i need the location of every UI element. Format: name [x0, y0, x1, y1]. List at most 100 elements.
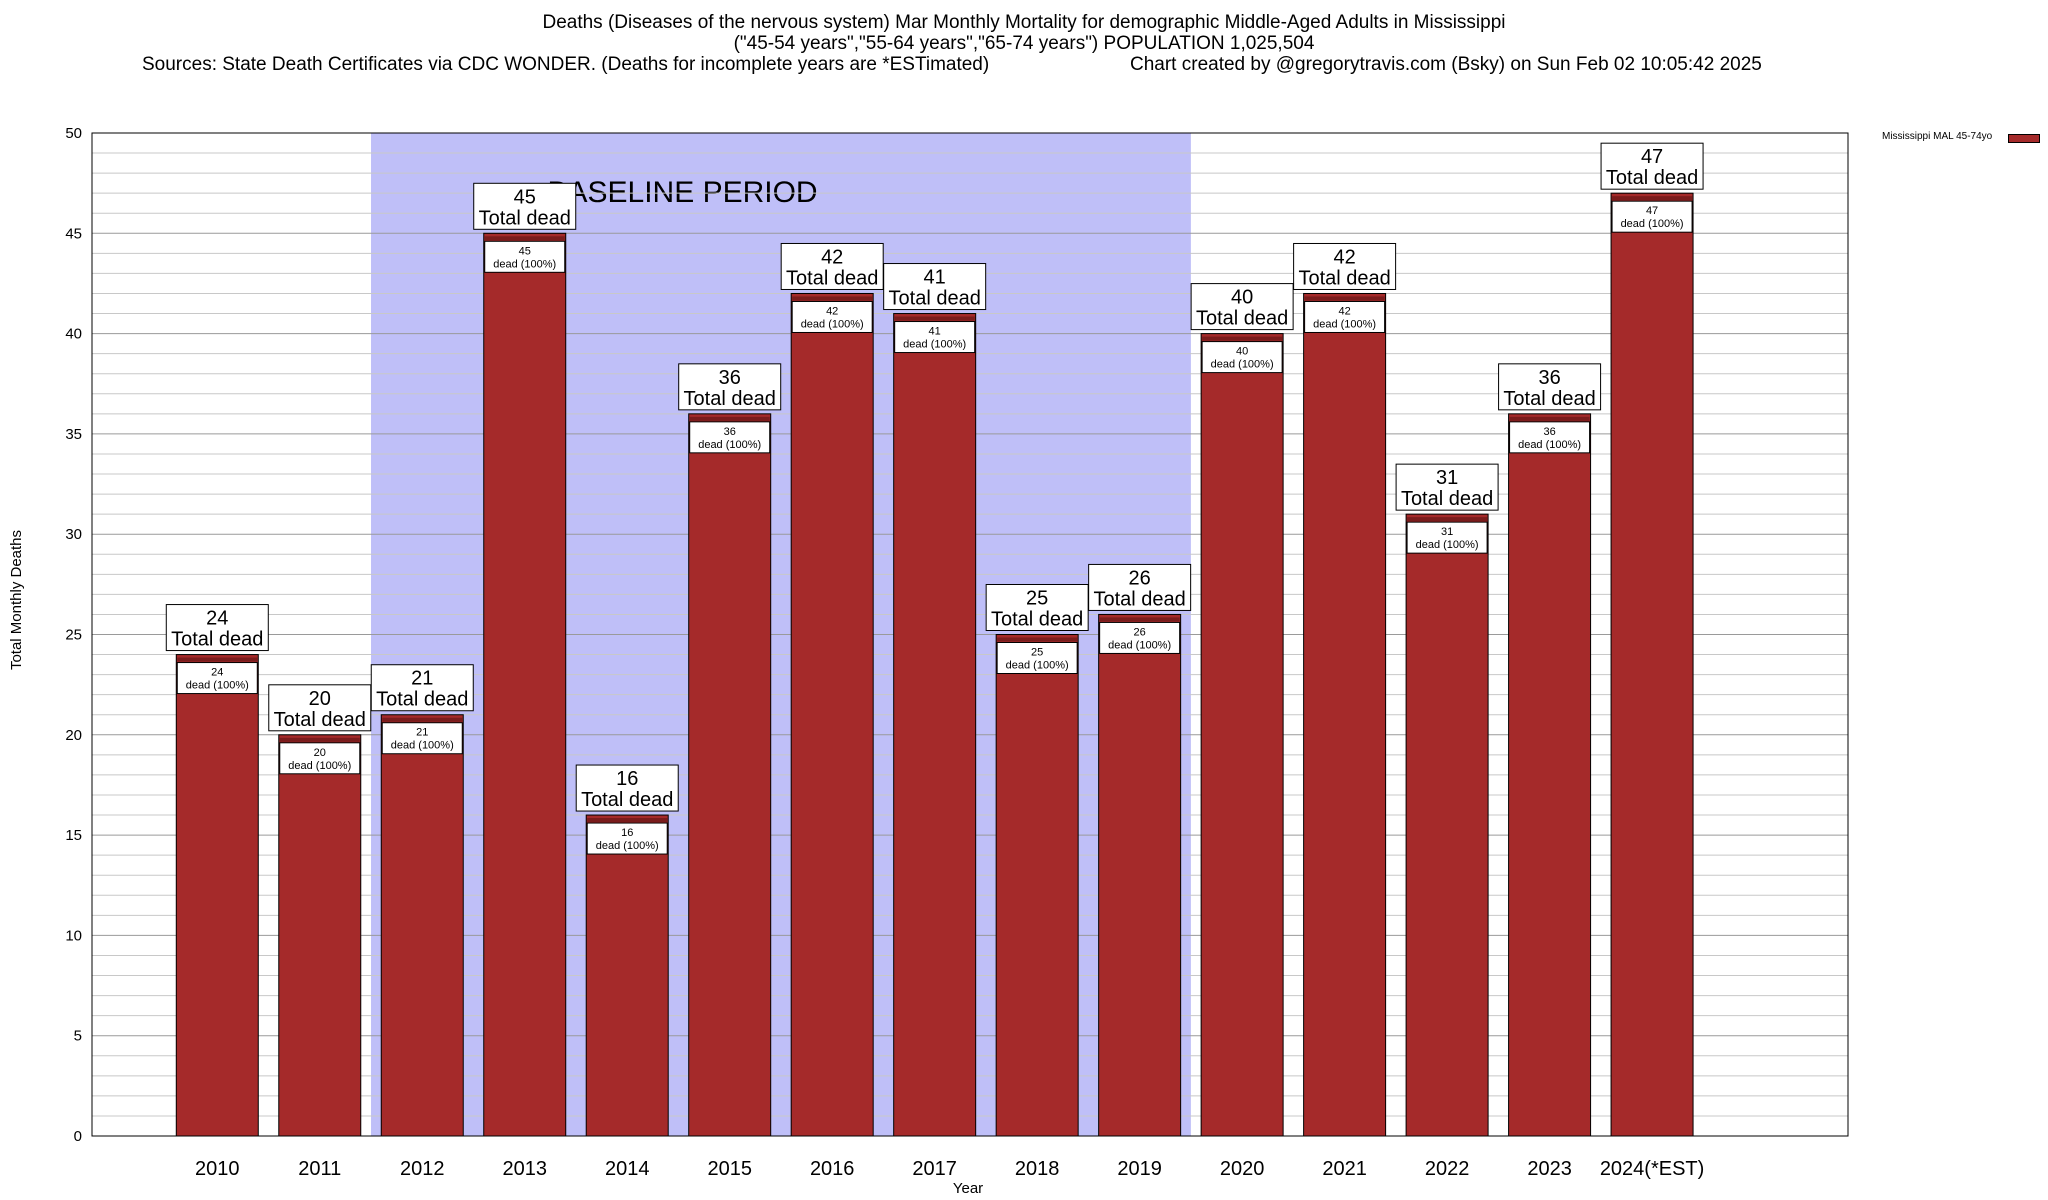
x-tick-label: 2023	[1527, 1158, 1572, 1180]
chart-title-line2: ("45-54 years","55-64 years","65-74 year…	[733, 33, 1315, 54]
y-tick-label: 0	[74, 1128, 82, 1145]
inner-label-box	[894, 321, 976, 354]
top-label-value: 40	[1231, 287, 1253, 309]
y-tick-label: 35	[65, 426, 82, 443]
bar-top-band	[1202, 336, 1283, 341]
bar-top-band	[1407, 517, 1488, 522]
top-label-text: Total dead	[786, 267, 878, 289]
x-tick-label: 2017	[912, 1158, 957, 1180]
bar	[790, 292, 874, 1137]
top-label-box	[473, 182, 577, 230]
top-label-box	[678, 363, 782, 411]
inner-label-text: dead (100%)	[1006, 660, 1069, 672]
legend-label: Mississippi MAL 45-74yo	[1882, 131, 1993, 142]
bar-top-band	[1509, 416, 1590, 421]
inner-label-value: 42	[1338, 305, 1350, 317]
top-label-box	[575, 764, 679, 812]
inner-label-box	[484, 240, 566, 273]
bar	[1405, 513, 1489, 1137]
inner-label-value: 36	[1543, 426, 1555, 438]
bar	[1200, 333, 1284, 1137]
inner-label-value: 24	[211, 667, 223, 679]
bar	[893, 313, 977, 1137]
legend-swatch	[2008, 134, 2040, 143]
x-tick-label: 2021	[1322, 1158, 1367, 1180]
inner-label-value: 45	[519, 245, 531, 257]
inner-label-text: dead (100%)	[1211, 359, 1274, 371]
bar-top-band	[177, 657, 258, 662]
top-label-box	[1190, 283, 1294, 331]
inner-label-text: dead (100%)	[391, 740, 454, 752]
inner-label-box	[689, 421, 771, 454]
y-tick-label: 30	[65, 526, 82, 543]
inner-label-text: dead (100%)	[1313, 318, 1376, 330]
bar	[1098, 613, 1182, 1137]
inner-label-value: 41	[929, 326, 941, 338]
inner-label-text: dead (100%)	[1621, 218, 1684, 230]
y-tick-label: 15	[65, 827, 82, 844]
inner-label-box	[1201, 341, 1283, 374]
top-label-value: 45	[514, 186, 536, 208]
top-label-box	[780, 242, 884, 290]
x-tick-label: 2011	[298, 1158, 341, 1180]
top-label-value: 26	[1129, 567, 1151, 589]
baseline-period-label: BASELINE PERIOD	[548, 176, 818, 209]
bar-top-band	[1612, 196, 1693, 201]
inner-label-text: dead (100%)	[288, 760, 351, 772]
bar	[175, 654, 259, 1137]
top-label-text: Total dead	[889, 288, 981, 310]
top-label-value: 42	[1333, 246, 1355, 268]
x-tick-label: 2013	[502, 1158, 547, 1180]
top-label-value: 20	[309, 688, 331, 710]
inner-label-box	[381, 722, 463, 755]
chart-source-line: Sources: State Death Certificates via CD…	[142, 54, 990, 75]
bar	[380, 714, 464, 1137]
inner-label-box	[791, 300, 873, 333]
top-label-box	[370, 664, 474, 712]
chart-title-line1: Deaths (Diseases of the nervous system) …	[542, 12, 1506, 33]
x-tick-label: 2010	[195, 1158, 240, 1180]
bar-top-band	[689, 416, 770, 421]
y-tick-label: 10	[65, 927, 82, 944]
top-label-box	[883, 263, 987, 311]
top-label-box	[1600, 142, 1704, 190]
top-label-box	[268, 684, 372, 732]
y-axis-label: Total Monthly Deaths	[8, 529, 25, 671]
inner-label-box	[1099, 621, 1181, 654]
y-tick-label: 20	[65, 727, 82, 744]
y-tick-label: 40	[65, 326, 82, 343]
bar-top-band	[894, 316, 975, 321]
inner-label-text: dead (100%)	[596, 840, 659, 852]
bar-top-band	[484, 236, 565, 241]
chart-credit-line: Chart created by @gregorytravis.com (Bsk…	[1130, 54, 1762, 75]
top-label-text: Total dead	[1196, 308, 1288, 330]
inner-label-box	[1406, 521, 1488, 554]
top-label-text: Total dead	[991, 609, 1083, 631]
top-label-value: 36	[1538, 367, 1560, 389]
top-label-box	[165, 604, 269, 652]
x-tick-label: 2015	[707, 1158, 752, 1180]
inner-label-text: dead (100%)	[698, 439, 761, 451]
inner-label-value: 21	[416, 727, 428, 739]
inner-label-value: 20	[314, 747, 326, 759]
bar	[1610, 192, 1694, 1137]
bar-top-band	[997, 637, 1078, 642]
inner-label-box	[586, 822, 668, 855]
inner-label-text: dead (100%)	[903, 339, 966, 351]
inner-label-value: 26	[1134, 626, 1146, 638]
top-label-text: Total dead	[581, 789, 673, 811]
top-label-text: Total dead	[1298, 267, 1390, 289]
top-label-box	[1293, 242, 1397, 290]
inner-label-value: 42	[826, 305, 838, 317]
inner-label-box	[176, 662, 258, 695]
top-label-text: Total dead	[1503, 388, 1595, 410]
inner-label-value: 40	[1236, 346, 1248, 358]
inner-label-box	[1509, 421, 1591, 454]
top-label-value: 25	[1026, 588, 1048, 610]
x-tick-label: 2012	[400, 1158, 445, 1180]
y-tick-label: 45	[65, 225, 82, 242]
bar-top-band	[1304, 296, 1385, 301]
inner-label-text: dead (100%)	[493, 258, 556, 270]
x-tick-label: 2014	[605, 1158, 650, 1180]
